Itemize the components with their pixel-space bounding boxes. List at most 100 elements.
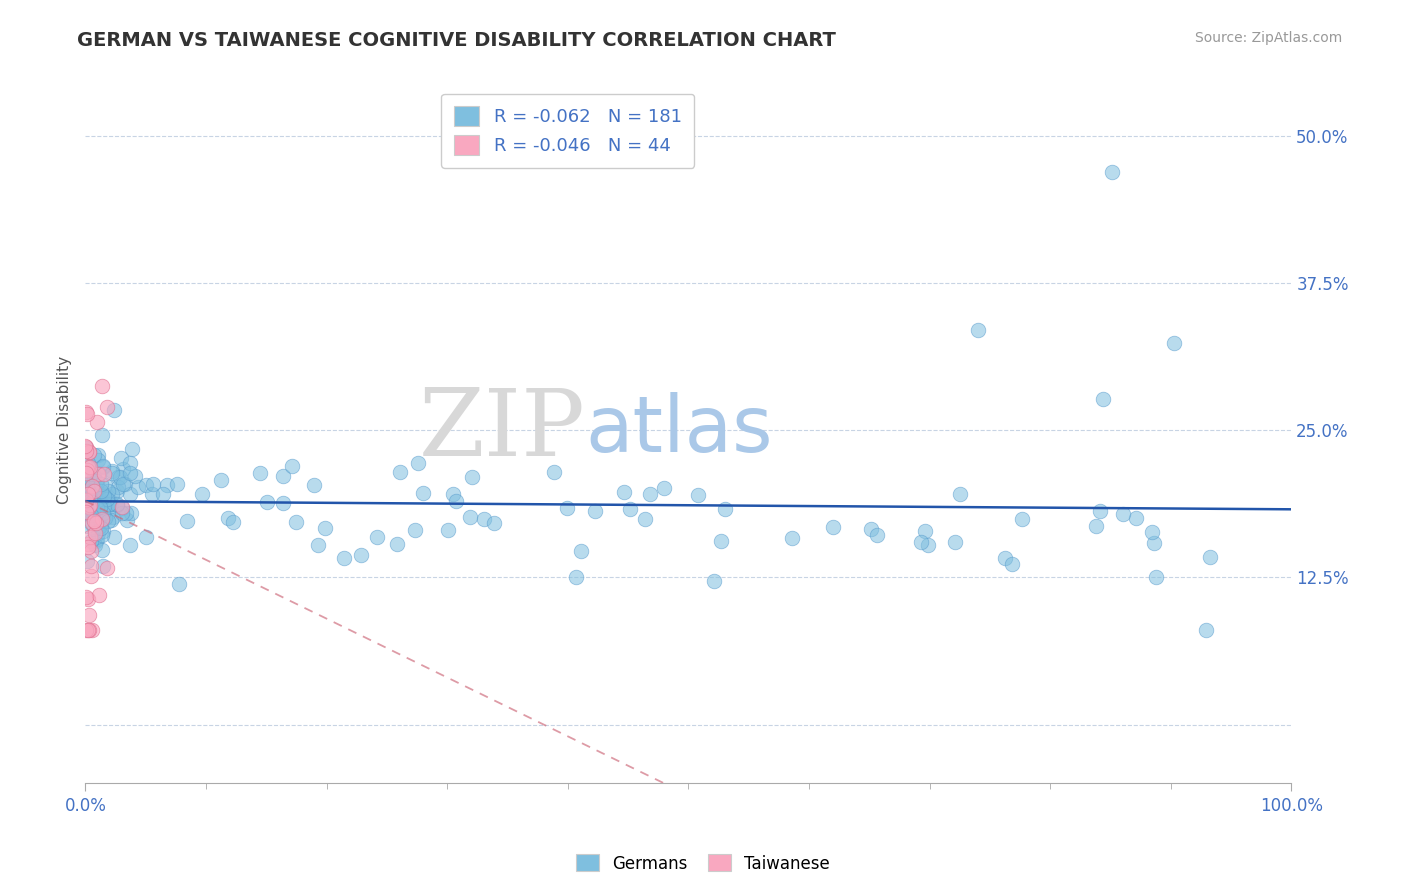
Point xyxy=(75,470,97,484)
Point xyxy=(366,530,388,544)
Point xyxy=(613,484,636,499)
Point xyxy=(90,428,112,442)
Point xyxy=(948,486,970,500)
Point xyxy=(271,495,294,509)
Point xyxy=(638,487,661,501)
Point xyxy=(91,512,114,526)
Point xyxy=(87,521,110,535)
Point xyxy=(77,607,100,622)
Point xyxy=(120,506,142,520)
Point xyxy=(90,494,112,508)
Point xyxy=(86,532,108,546)
Point xyxy=(191,487,214,501)
Point xyxy=(96,400,118,414)
Point xyxy=(1091,392,1114,406)
Point xyxy=(83,472,105,486)
Point xyxy=(75,439,97,453)
Point xyxy=(156,478,179,492)
Point xyxy=(385,537,408,551)
Point xyxy=(120,456,142,470)
Point xyxy=(1112,508,1135,522)
Point xyxy=(307,539,329,553)
Point xyxy=(1195,624,1218,638)
Point xyxy=(91,558,114,573)
Point xyxy=(555,500,578,515)
Point xyxy=(94,488,117,502)
Point xyxy=(76,518,98,533)
Point xyxy=(76,463,98,477)
Point xyxy=(943,534,966,549)
Point xyxy=(75,504,97,518)
Point xyxy=(82,483,104,497)
Point xyxy=(75,440,97,454)
Point xyxy=(782,532,804,546)
Point xyxy=(101,487,124,501)
Point xyxy=(111,500,134,514)
Point xyxy=(406,456,429,470)
Point xyxy=(103,403,125,417)
Point xyxy=(87,525,110,540)
Point xyxy=(94,477,117,491)
Point xyxy=(80,481,103,495)
Point xyxy=(1125,511,1147,525)
Point xyxy=(97,507,120,521)
Point xyxy=(75,484,97,499)
Point xyxy=(273,468,295,483)
Point xyxy=(79,569,101,583)
Point xyxy=(80,478,103,492)
Point xyxy=(1140,524,1163,539)
Point xyxy=(1198,550,1220,565)
Point xyxy=(79,494,101,508)
Point xyxy=(86,476,108,491)
Point xyxy=(461,470,484,484)
Point xyxy=(75,467,97,481)
Point xyxy=(100,513,122,527)
Point xyxy=(76,478,98,492)
Point xyxy=(103,530,125,544)
Point xyxy=(107,469,129,483)
Point xyxy=(333,551,356,566)
Point xyxy=(1085,519,1108,533)
Point xyxy=(89,500,111,514)
Point xyxy=(994,551,1017,566)
Point xyxy=(93,467,115,481)
Point xyxy=(80,516,103,530)
Point xyxy=(115,513,138,527)
Point xyxy=(114,477,136,491)
Point xyxy=(107,480,129,494)
Point xyxy=(75,482,97,496)
Point xyxy=(91,524,114,538)
Point xyxy=(90,543,112,558)
Point xyxy=(101,509,124,524)
Point xyxy=(569,544,592,558)
Point xyxy=(96,492,118,507)
Point xyxy=(75,493,97,508)
Point xyxy=(166,477,188,491)
Point xyxy=(80,486,103,500)
Point xyxy=(654,481,676,495)
Point xyxy=(77,537,100,551)
Point xyxy=(75,624,97,638)
Point xyxy=(84,488,107,502)
Text: GERMAN VS TAIWANESE COGNITIVE DISABILITY CORRELATION CHART: GERMAN VS TAIWANESE COGNITIVE DISABILITY… xyxy=(77,31,837,50)
Point xyxy=(80,559,103,574)
Point xyxy=(823,519,845,533)
Point xyxy=(82,497,104,511)
Point xyxy=(82,624,104,638)
Point xyxy=(87,495,110,509)
Point xyxy=(458,509,481,524)
Point xyxy=(124,468,146,483)
Point xyxy=(89,519,111,533)
Point xyxy=(108,470,131,484)
Point xyxy=(256,494,278,508)
Point xyxy=(83,522,105,536)
Point xyxy=(565,569,588,583)
Point xyxy=(80,475,103,490)
Point xyxy=(105,483,128,498)
Point xyxy=(84,516,107,530)
Point xyxy=(152,487,174,501)
Point xyxy=(444,494,467,508)
Point xyxy=(686,488,709,502)
Point xyxy=(91,378,114,392)
Point xyxy=(91,506,114,520)
